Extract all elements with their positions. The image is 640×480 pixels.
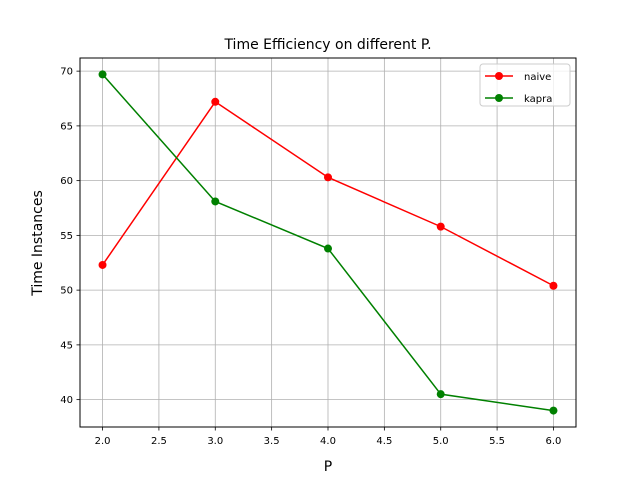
y-tick-label: 65: [60, 121, 73, 132]
x-tick-label: 4.5: [376, 436, 392, 447]
series-naive: [98, 97, 558, 290]
y-tick-label: 50: [60, 286, 73, 297]
y-tick-label: 70: [60, 67, 73, 78]
data-point-kapra: [436, 390, 445, 399]
x-tick-label: 3.5: [264, 436, 280, 447]
data-point-naive: [98, 260, 107, 269]
legend-item-kapra: kapra: [485, 94, 552, 105]
x-tick-label: 5.0: [433, 436, 449, 447]
x-tick-label: 4.0: [320, 436, 336, 447]
x-tick-label: 2.0: [95, 436, 111, 447]
legend-swatch-marker: [495, 94, 503, 102]
y-tick-label: 60: [60, 176, 73, 187]
data-point-kapra: [98, 70, 107, 79]
y-axis-label: Time Instances: [30, 190, 46, 297]
x-tick-label: 3.0: [207, 436, 223, 447]
chart-title: Time Efficiency on different P.: [223, 37, 431, 53]
legend-label: naive: [524, 72, 551, 83]
data-point-kapra: [211, 197, 220, 206]
series-layer: [98, 70, 558, 415]
legend-item-naive: naive: [485, 72, 551, 83]
y-tick-label: 40: [60, 395, 73, 406]
data-point-kapra: [324, 244, 332, 253]
x-axis-ticks: 2.0 2.5 3.0 3.5 4.0 4.5 5.0 5.5 6.0: [95, 427, 562, 447]
y-tick-label: 55: [60, 231, 73, 242]
data-point-naive: [549, 281, 558, 290]
data-point-kapra: [549, 406, 558, 415]
x-tick-label: 6.0: [546, 436, 562, 447]
data-point-naive: [211, 97, 220, 106]
data-point-naive: [436, 222, 445, 231]
data-point-naive: [324, 173, 332, 182]
x-tick-label: 2.5: [151, 436, 167, 447]
x-axis-label: P: [324, 459, 332, 475]
legend-swatch-marker: [495, 72, 503, 80]
legend: naive kapra: [479, 63, 571, 107]
series-kapra: [98, 70, 558, 415]
legend-label: kapra: [524, 94, 552, 105]
y-axis-ticks: 40 45 50 55 60 65 70: [60, 67, 80, 406]
x-tick-label: 5.5: [489, 436, 505, 447]
y-tick-label: 45: [60, 340, 73, 351]
